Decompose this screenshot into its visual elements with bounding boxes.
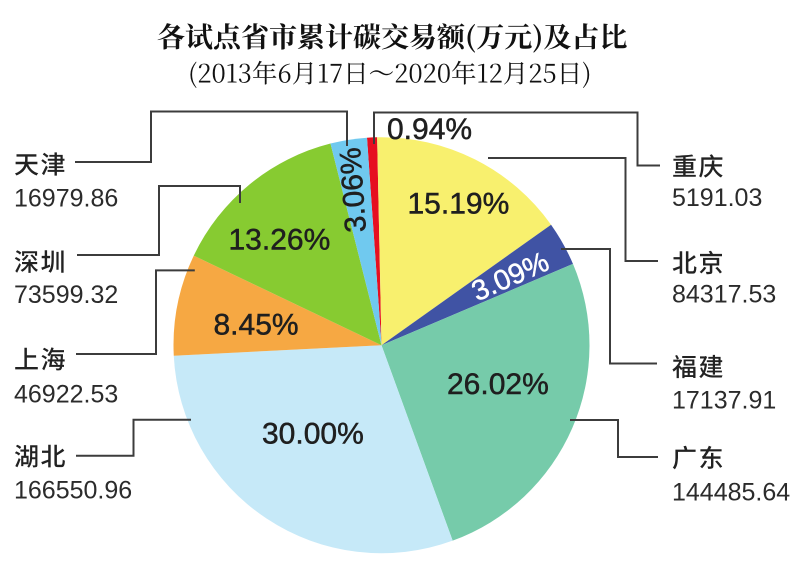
svg-text:144485.64: 144485.64: [672, 478, 790, 506]
svg-text:0.94%: 0.94%: [387, 113, 472, 146]
svg-text:3.06%: 3.06%: [334, 146, 373, 233]
svg-text:46922.53: 46922.53: [14, 381, 118, 409]
svg-text:17137.91: 17137.91: [672, 386, 776, 414]
svg-text:30.00%: 30.00%: [262, 418, 364, 451]
svg-text:73599.32: 73599.32: [14, 281, 118, 309]
svg-text:15.19%: 15.19%: [408, 188, 510, 221]
svg-text:5191.03: 5191.03: [672, 184, 762, 212]
svg-text:26.02%: 26.02%: [447, 368, 549, 401]
svg-text:16979.86: 16979.86: [14, 185, 118, 213]
svg-text:13.26%: 13.26%: [229, 224, 331, 257]
svg-text:84317.53: 84317.53: [672, 281, 776, 309]
svg-text:166550.96: 166550.96: [14, 476, 132, 504]
svg-text:8.45%: 8.45%: [214, 309, 299, 342]
